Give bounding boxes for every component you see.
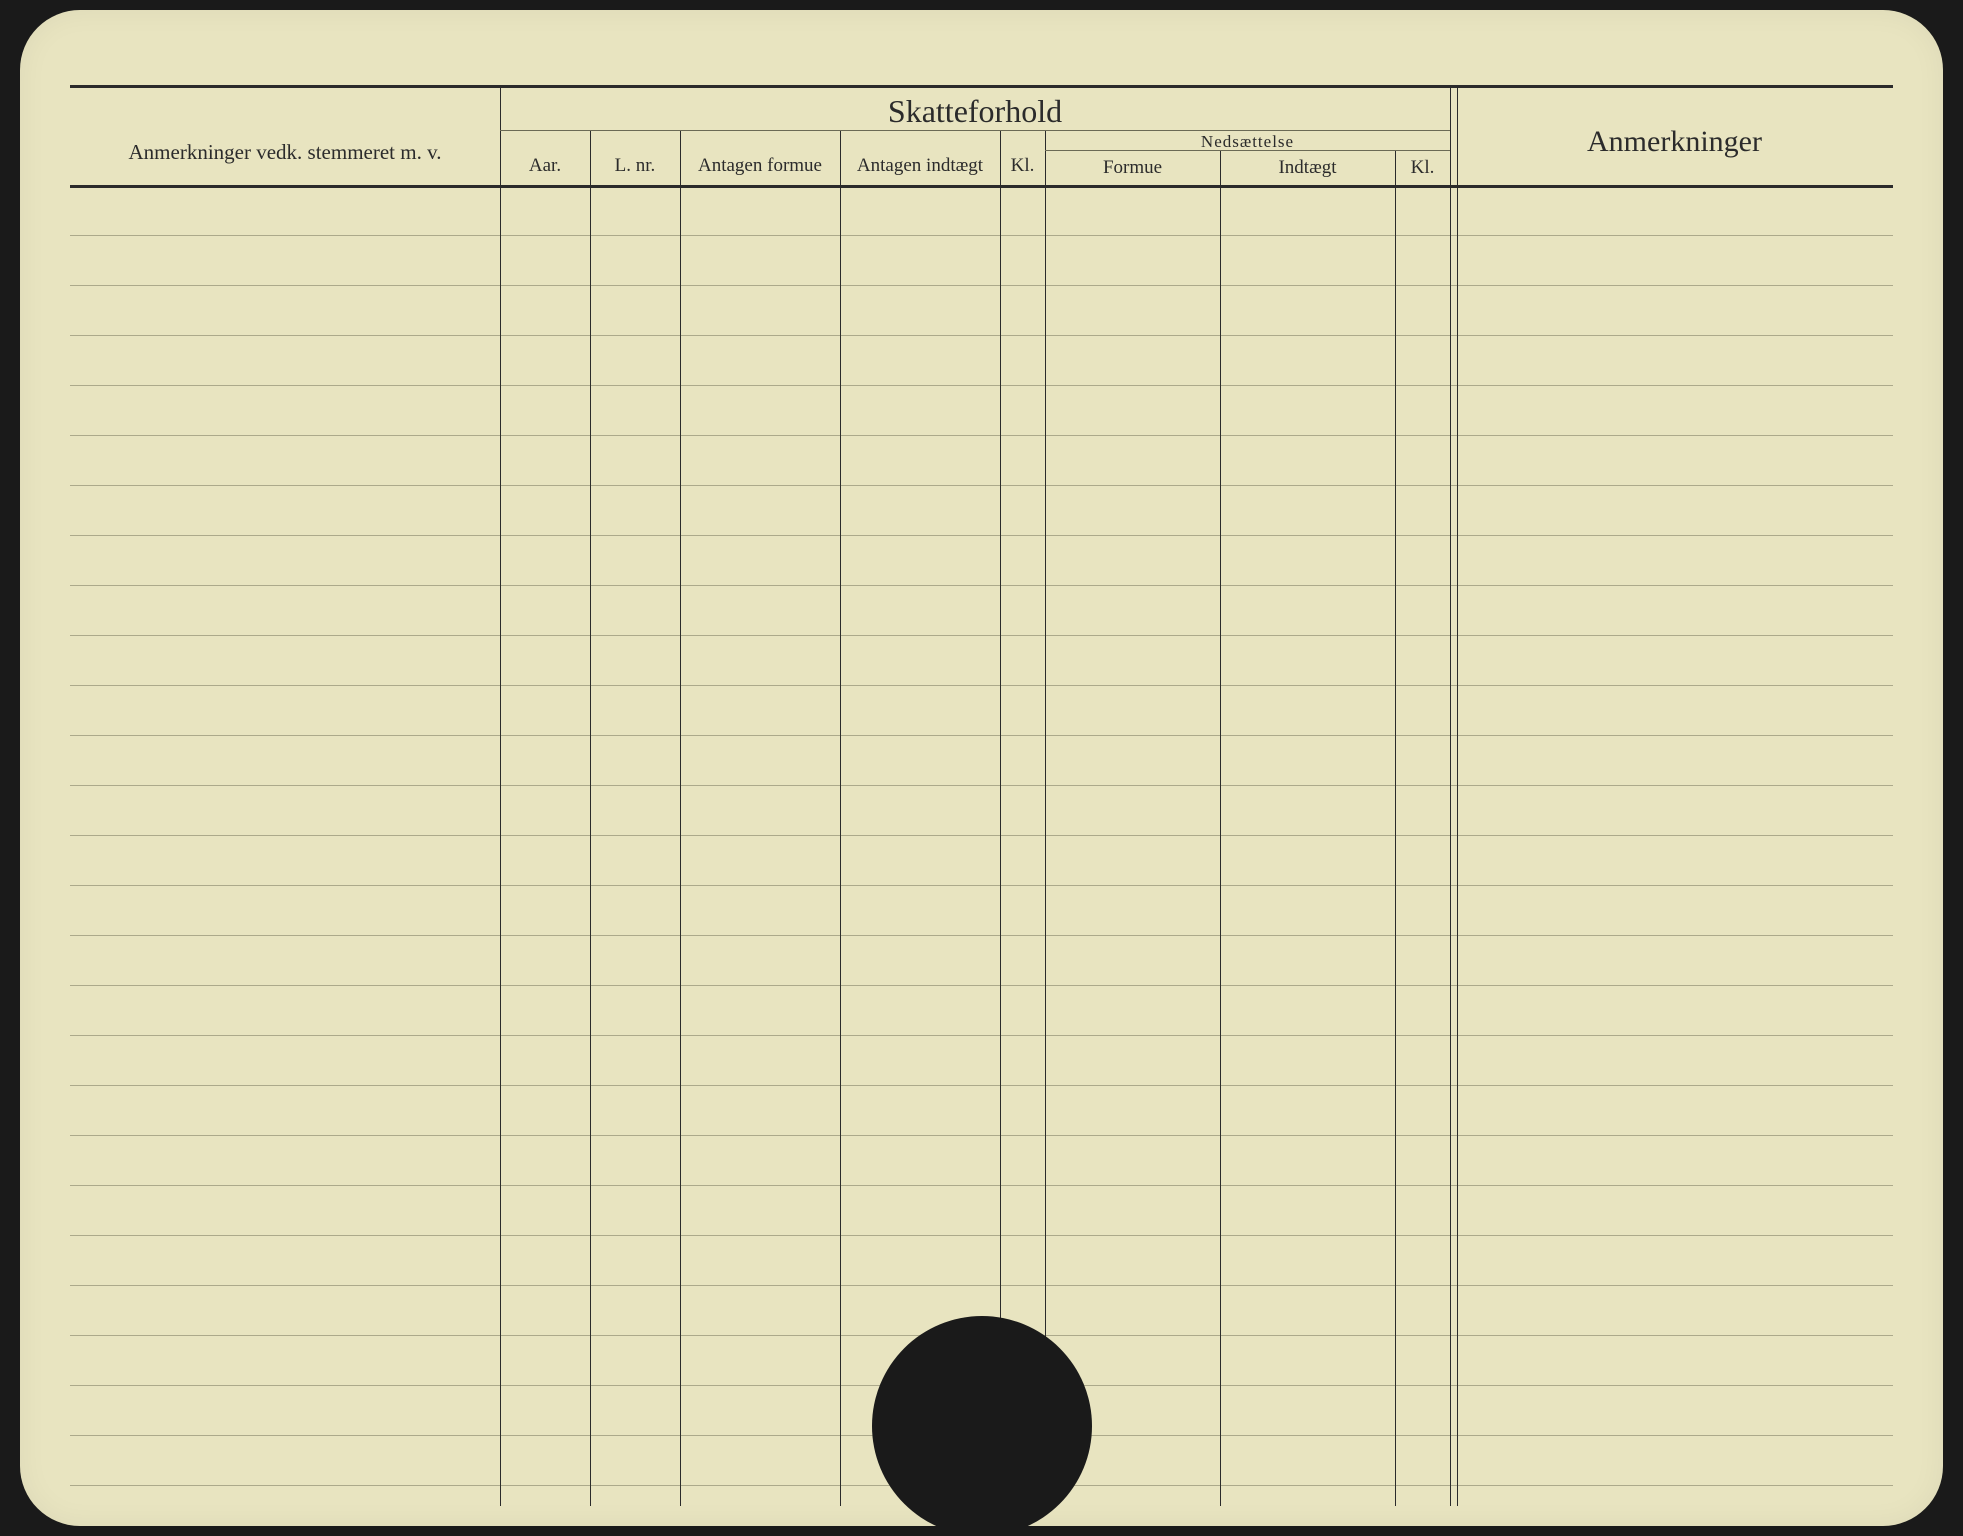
row-line xyxy=(70,1185,1893,1186)
header-nedsaettelse: Nedsættelse xyxy=(1045,132,1450,152)
card-notch xyxy=(872,1316,1092,1526)
header-anm-vedk: Anmerkninger vedk. stemmeret m. v. xyxy=(70,140,500,165)
row-line xyxy=(70,885,1893,886)
row-line xyxy=(70,235,1893,236)
row-line xyxy=(70,585,1893,586)
header-skatteforhold: Skatteforhold xyxy=(500,93,1450,130)
header-antagen-formue: Antagen formue xyxy=(680,155,840,177)
header-antagen-indtaegt: Antagen indtægt xyxy=(840,155,1000,177)
row-line xyxy=(70,635,1893,636)
content-area: Anmerkninger vedk. stemmeret m. v. Skatt… xyxy=(70,85,1893,1506)
row-lines xyxy=(70,185,1893,1506)
row-line xyxy=(70,985,1893,986)
ledger-card: Anmerkninger vedk. stemmeret m. v. Skatt… xyxy=(20,10,1943,1526)
hline-under-skatteforhold xyxy=(500,130,1450,131)
header-lnr: L. nr. xyxy=(590,155,680,177)
header-neds-indtaegt: Indtægt xyxy=(1220,157,1395,179)
row-line xyxy=(70,1085,1893,1086)
header-neds-formue: Formue xyxy=(1045,157,1220,179)
row-line xyxy=(70,1235,1893,1236)
header-aar: Aar. xyxy=(500,155,590,177)
row-line xyxy=(70,1035,1893,1036)
header-anmerkninger: Anmerkninger xyxy=(1456,125,1893,159)
row-line xyxy=(70,435,1893,436)
row-line xyxy=(70,1135,1893,1136)
header-kl2: Kl. xyxy=(1395,157,1450,179)
rule-top xyxy=(70,85,1893,88)
row-line xyxy=(70,485,1893,486)
row-line xyxy=(70,785,1893,786)
row-line xyxy=(70,935,1893,936)
row-line xyxy=(70,535,1893,536)
row-line xyxy=(70,285,1893,286)
row-line xyxy=(70,335,1893,336)
row-line xyxy=(70,1285,1893,1286)
row-line xyxy=(70,685,1893,686)
row-line xyxy=(70,835,1893,836)
row-line xyxy=(70,735,1893,736)
header-kl1: Kl. xyxy=(1000,155,1045,177)
row-line xyxy=(70,385,1893,386)
